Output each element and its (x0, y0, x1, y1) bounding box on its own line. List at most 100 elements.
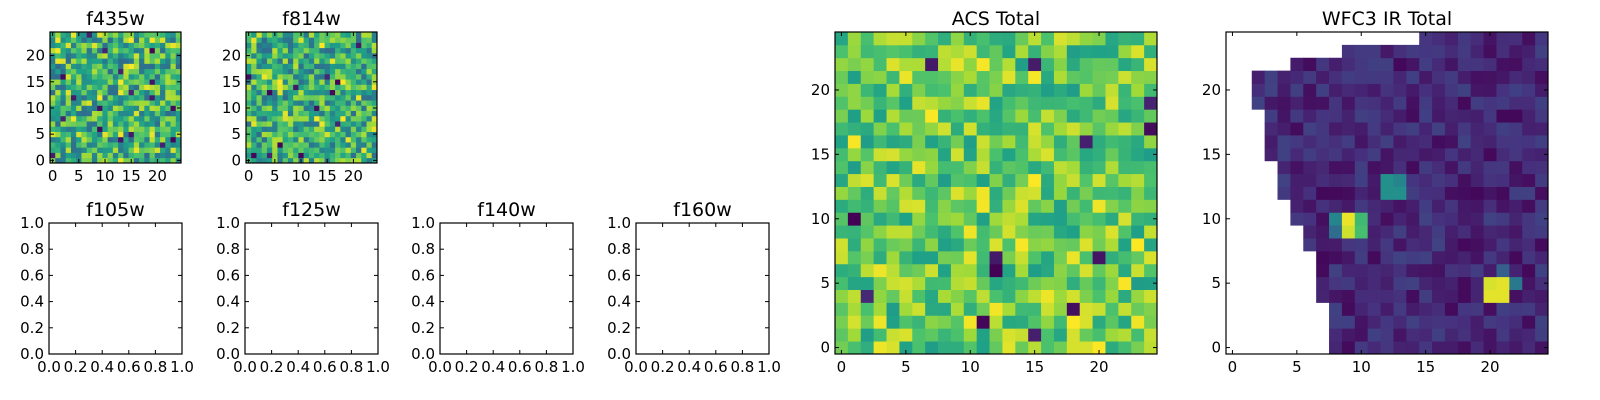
f435w-cell (175, 47, 182, 54)
acs-total-cell (1092, 276, 1106, 290)
acs-total-cell (1144, 276, 1158, 290)
wfc3-ir-total-cell (1393, 263, 1407, 278)
wfc3-ir-total-cell (1470, 96, 1484, 110)
wfc3-ir-total-cell (1535, 147, 1549, 162)
f435w-cell (50, 42, 56, 49)
f435w-cell (133, 79, 140, 85)
f814w-cell (324, 52, 331, 59)
acs-total-cell (912, 276, 926, 290)
f435w-cell (128, 147, 135, 153)
acs-total-cell (1015, 341, 1029, 355)
acs-total-cell (1066, 122, 1081, 136)
acs-total-cell (873, 276, 887, 290)
f435w-cell (139, 84, 145, 91)
f435w-cell (118, 157, 124, 164)
f814w-cell (293, 105, 299, 111)
acs-total-cell (1015, 32, 1029, 46)
f814w-cell (324, 121, 331, 127)
f814w-cell (340, 37, 346, 43)
f435w-cell (154, 52, 161, 59)
acs-total-cell (886, 122, 900, 136)
acs-total-cell (860, 122, 875, 136)
f435w-xtick-label: 0 (48, 167, 58, 185)
f814w-cell (298, 73, 305, 80)
f814w-cell (251, 52, 257, 59)
f435w-cell (55, 47, 61, 54)
f814w-cell (293, 84, 299, 91)
wfc3-ir-total-cell (1393, 315, 1407, 329)
f435w-cell (112, 73, 119, 80)
f814w-cell (350, 42, 357, 49)
f814w-cell (345, 152, 352, 159)
acs-total-cell (1092, 96, 1106, 110)
wfc3-ir-total-cell (1457, 122, 1472, 136)
f435w-cell (149, 79, 156, 85)
f814w-cell (329, 105, 336, 111)
acs-total-cell (1118, 263, 1132, 278)
f435w-cell (160, 84, 166, 91)
wfc3-ir-total-cell (1470, 173, 1484, 187)
wfc3-ir-total-cell (1483, 250, 1497, 265)
f814w-cell (266, 42, 273, 49)
f435w-cell (60, 79, 67, 85)
wfc3-ir-total-cell (1277, 70, 1291, 84)
acs-total-cell (963, 135, 978, 149)
acs-total-cell (1131, 263, 1145, 278)
f814w-cell (335, 79, 341, 85)
acs-total-cell (835, 83, 849, 97)
f435w-cell (81, 89, 88, 96)
acs-total-cell (938, 328, 952, 342)
acs-total-cell (963, 225, 978, 239)
wfc3-ir-total-cell (1483, 341, 1497, 355)
acs-total-cell (860, 32, 875, 46)
acs-total-cell (1015, 302, 1029, 316)
wfc3-ir-total-cell (1419, 328, 1433, 342)
f435w-cell (133, 105, 140, 111)
f435w-cell (118, 89, 124, 96)
wfc3-ir-total-cell (1509, 109, 1523, 123)
f814w-cell (308, 84, 315, 91)
f435w-cell (123, 89, 129, 96)
f814w-cell (303, 121, 310, 127)
wfc3-ir-total-cell (1419, 44, 1433, 59)
f435w-cell (165, 110, 171, 117)
f435w-cell (165, 152, 171, 159)
wfc3-ir-total-cell (1432, 160, 1446, 175)
f814w-cell (329, 147, 336, 153)
f435w-cell (55, 58, 61, 64)
f435w-cell (170, 52, 177, 59)
wfc3-ir-total-cell (1496, 160, 1510, 175)
wfc3-ir-total-cell (1522, 96, 1536, 110)
acs-total-cell (873, 96, 887, 110)
acs-total-cell (1092, 57, 1106, 72)
acs-total-xtick-label: 15 (1025, 358, 1044, 376)
f435w-cell (118, 126, 124, 132)
f435w-cell (102, 142, 109, 148)
f814w-cell (345, 131, 352, 138)
f814w-cell (335, 47, 341, 54)
wfc3-ir-total-cell (1419, 109, 1433, 123)
acs-total-cell (989, 83, 1003, 97)
wfc3-ir-total-cell (1341, 70, 1356, 84)
wfc3-ir-total-cell (1393, 341, 1407, 355)
f435w-cell (97, 94, 103, 101)
f435w-cell (139, 94, 145, 101)
acs-total-cell (938, 32, 952, 46)
acs-total-cell (1053, 135, 1068, 149)
f814w-cell (272, 100, 278, 106)
f814w-cell (261, 89, 268, 96)
wfc3-ir-total-cell (1535, 96, 1549, 110)
acs-total-cell (938, 225, 952, 239)
f435w-cell (102, 73, 109, 80)
f814w-cell (308, 52, 315, 59)
wfc3-ir-total-cell (1316, 225, 1330, 239)
f814w-cell (287, 73, 294, 80)
f435w-cell (139, 121, 145, 127)
wfc3-ir-total-cell (1380, 328, 1394, 342)
wfc3-ir-total-cell (1457, 225, 1472, 239)
f435w-cell (118, 68, 124, 75)
f814w-cell (366, 147, 373, 153)
wfc3-ir-total-cell (1509, 122, 1523, 136)
acs-total-cell (912, 173, 926, 187)
wfc3-ir-total-cell (1432, 276, 1446, 290)
